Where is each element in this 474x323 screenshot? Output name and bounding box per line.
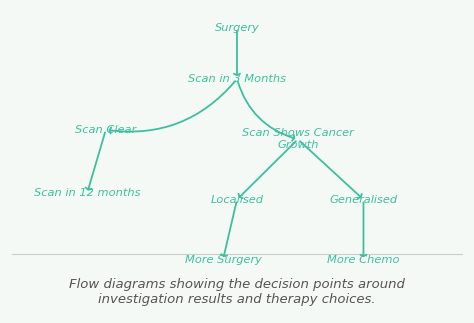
Text: Scan in 3 Months: Scan in 3 Months [188,74,286,84]
Text: More Surgery: More Surgery [184,255,261,265]
Text: Localised: Localised [210,194,264,204]
Text: Surgery: Surgery [215,23,259,33]
Text: Generalised: Generalised [329,194,398,204]
Text: Scan Shows Cancer
Growth: Scan Shows Cancer Growth [242,129,354,150]
Text: Flow diagrams showing the decision points around
investigation results and thera: Flow diagrams showing the decision point… [69,278,405,306]
Text: More Chemo: More Chemo [327,255,400,265]
Text: Scan in 12 months: Scan in 12 months [34,188,140,198]
Text: Scan Clear: Scan Clear [75,125,137,135]
